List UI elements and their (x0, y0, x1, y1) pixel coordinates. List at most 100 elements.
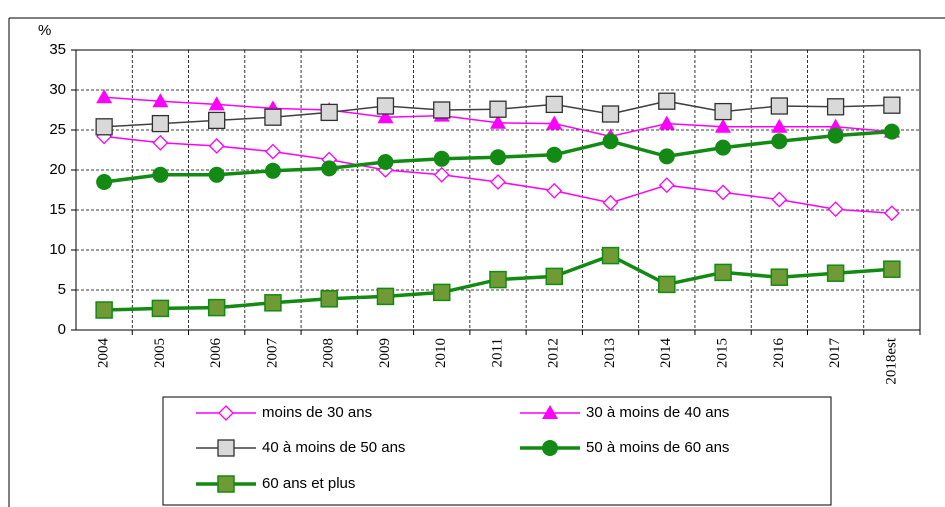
x-tick-label: 2008 (321, 338, 337, 368)
marker (264, 294, 282, 312)
marker (826, 98, 845, 116)
marker (433, 166, 450, 183)
marker (152, 134, 169, 151)
x-tick-group: 2015 (715, 338, 731, 368)
marker (208, 138, 225, 154)
marker (433, 150, 450, 167)
legend-marker (217, 439, 235, 457)
marker (771, 191, 788, 208)
legend-label: 50 à moins de 60 ans (586, 439, 729, 456)
marker (265, 143, 281, 160)
x-tick-group: 2018est (883, 337, 899, 384)
marker (883, 96, 901, 114)
y-tick-label: 35 (49, 41, 66, 58)
legend-marker (217, 475, 235, 493)
x-tick-group: 2009 (377, 338, 393, 368)
x-tick-label: 2007 (264, 338, 280, 369)
marker (715, 139, 732, 156)
marker (264, 108, 282, 126)
marker (96, 174, 113, 190)
x-tick-group: 2013 (602, 338, 618, 368)
legend-label: 40 à moins de 50 ans (262, 439, 405, 456)
marker (152, 93, 169, 108)
marker (208, 111, 226, 130)
x-tick-group: 2004 (96, 338, 112, 369)
x-tick-group: 2016 (771, 338, 787, 369)
x-tick-label: 2009 (377, 338, 393, 368)
x-tick-label: 2014 (658, 338, 674, 369)
marker (658, 275, 676, 294)
marker (826, 264, 845, 282)
marker (151, 299, 170, 318)
legend-label: 30 à moins de 40 ans (586, 404, 729, 421)
legend-marker (542, 405, 558, 419)
y-tick-label: 0 (58, 321, 66, 338)
x-tick-label: 2017 (827, 338, 843, 369)
x-tick-label: 2005 (152, 338, 168, 368)
marker (545, 95, 563, 114)
y-tick-label: 10 (49, 241, 66, 258)
x-tick-group: 2005 (152, 338, 168, 368)
marker (715, 118, 732, 133)
marker (207, 298, 226, 317)
marker (490, 149, 506, 166)
marker (208, 96, 225, 111)
x-tick-label: 2010 (433, 338, 449, 368)
marker (771, 133, 788, 150)
y-tick-label: 20 (49, 161, 66, 178)
x-tick-label: 2012 (546, 338, 562, 368)
y-axis-label: % (38, 22, 51, 39)
marker (432, 283, 451, 302)
marker (658, 148, 675, 165)
marker (827, 127, 844, 144)
x-tick-label: 2016 (771, 338, 787, 369)
marker (490, 174, 506, 190)
marker (602, 194, 619, 211)
marker (602, 133, 619, 150)
x-tick-label: 2015 (715, 338, 731, 368)
x-tick-group: 2010 (433, 338, 449, 368)
marker (770, 268, 789, 286)
marker (377, 154, 394, 170)
marker (601, 105, 620, 123)
marker (208, 166, 225, 183)
marker (771, 118, 788, 133)
legend-label: 60 ans et plus (262, 475, 355, 492)
marker (546, 146, 563, 163)
marker (770, 97, 788, 115)
legend (162, 396, 832, 506)
marker (96, 89, 113, 104)
marker (376, 287, 395, 306)
marker (321, 160, 338, 177)
x-tick-group: 2014 (658, 338, 674, 369)
marker (883, 123, 900, 140)
marker (658, 115, 675, 130)
legend-label: moins de 30 ans (262, 404, 372, 421)
marker (714, 102, 732, 121)
x-tick-label: 2011 (489, 338, 505, 367)
marker (489, 100, 507, 118)
marker (320, 290, 338, 308)
marker (490, 114, 506, 129)
marker (151, 114, 170, 133)
x-tick-group: 2011 (489, 338, 505, 367)
marker (883, 260, 901, 278)
marker (658, 177, 675, 194)
marker (95, 301, 113, 319)
marker (546, 182, 563, 199)
marker (152, 166, 169, 183)
marker (601, 246, 620, 265)
marker (377, 109, 394, 124)
marker (546, 115, 563, 130)
marker (376, 97, 395, 115)
y-tick-label: 5 (58, 281, 66, 298)
y-tick-label: 30 (49, 81, 66, 98)
marker (489, 270, 507, 289)
x-tick-label: 2006 (208, 338, 224, 369)
marker (714, 263, 732, 282)
marker (658, 92, 676, 110)
marker (883, 205, 900, 222)
legend-marker (542, 440, 558, 456)
x-tick-label: 2013 (602, 338, 618, 368)
